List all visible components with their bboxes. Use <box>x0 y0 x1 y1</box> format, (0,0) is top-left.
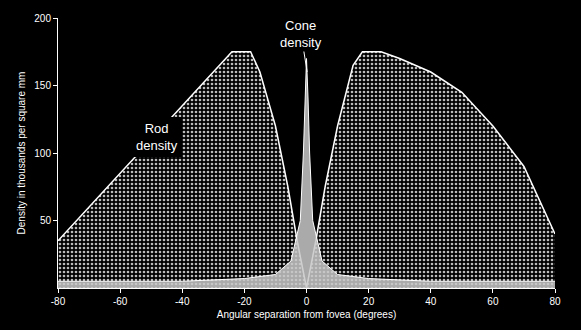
svg-text:50: 50 <box>40 215 52 226</box>
svg-text:40: 40 <box>425 296 437 307</box>
svg-text:Conedensity: Conedensity <box>280 18 322 50</box>
svg-text:-20: -20 <box>237 296 252 307</box>
svg-text:200: 200 <box>34 13 51 24</box>
svg-text:100: 100 <box>34 148 51 159</box>
svg-text:80: 80 <box>549 296 561 307</box>
svg-text:-60: -60 <box>113 296 128 307</box>
svg-text:60: 60 <box>487 296 499 307</box>
svg-text:-80: -80 <box>51 296 66 307</box>
svg-text:20: 20 <box>363 296 375 307</box>
svg-text:Roddensity: Roddensity <box>136 121 178 153</box>
svg-text:0: 0 <box>304 296 310 307</box>
svg-text:-40: -40 <box>175 296 190 307</box>
svg-text:Angular separation from fovea: Angular separation from fovea (degrees) <box>217 309 397 320</box>
svg-text:150: 150 <box>34 80 51 91</box>
svg-text:Density in thousands per squar: Density in thousands per square mm <box>16 72 27 235</box>
